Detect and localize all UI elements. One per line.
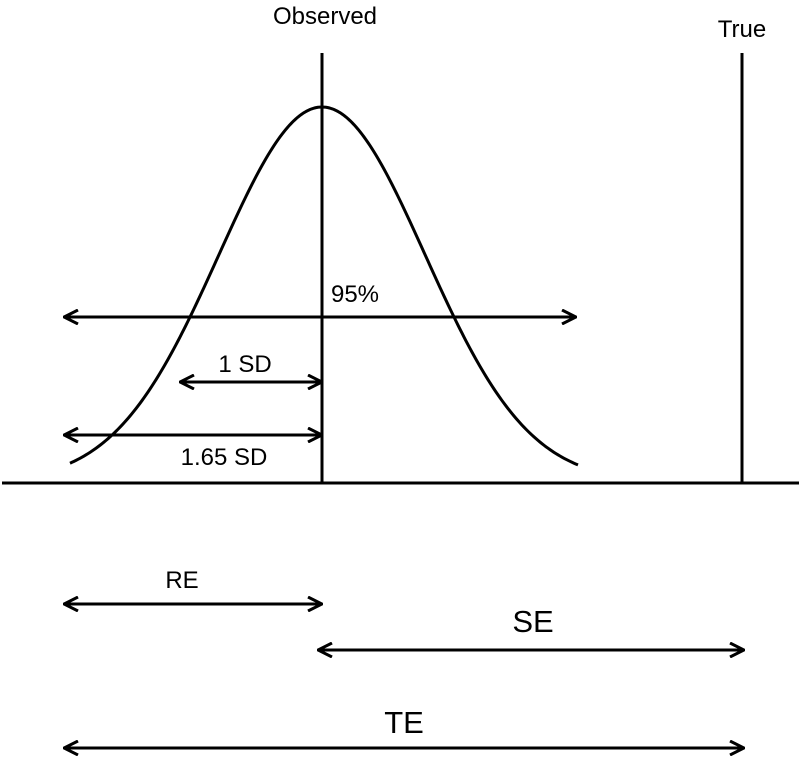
te-label: TE xyxy=(384,705,424,740)
se-label: SE xyxy=(512,604,553,639)
distribution-curve xyxy=(69,105,579,467)
sd-165-label: 1.65 SD xyxy=(181,444,268,471)
sd-1-label: 1 SD xyxy=(218,351,271,378)
observed-label: Observed xyxy=(273,3,377,30)
re-label: RE xyxy=(165,567,198,594)
percent-95-label: 95% xyxy=(331,281,379,308)
true-label: True xyxy=(718,16,766,43)
